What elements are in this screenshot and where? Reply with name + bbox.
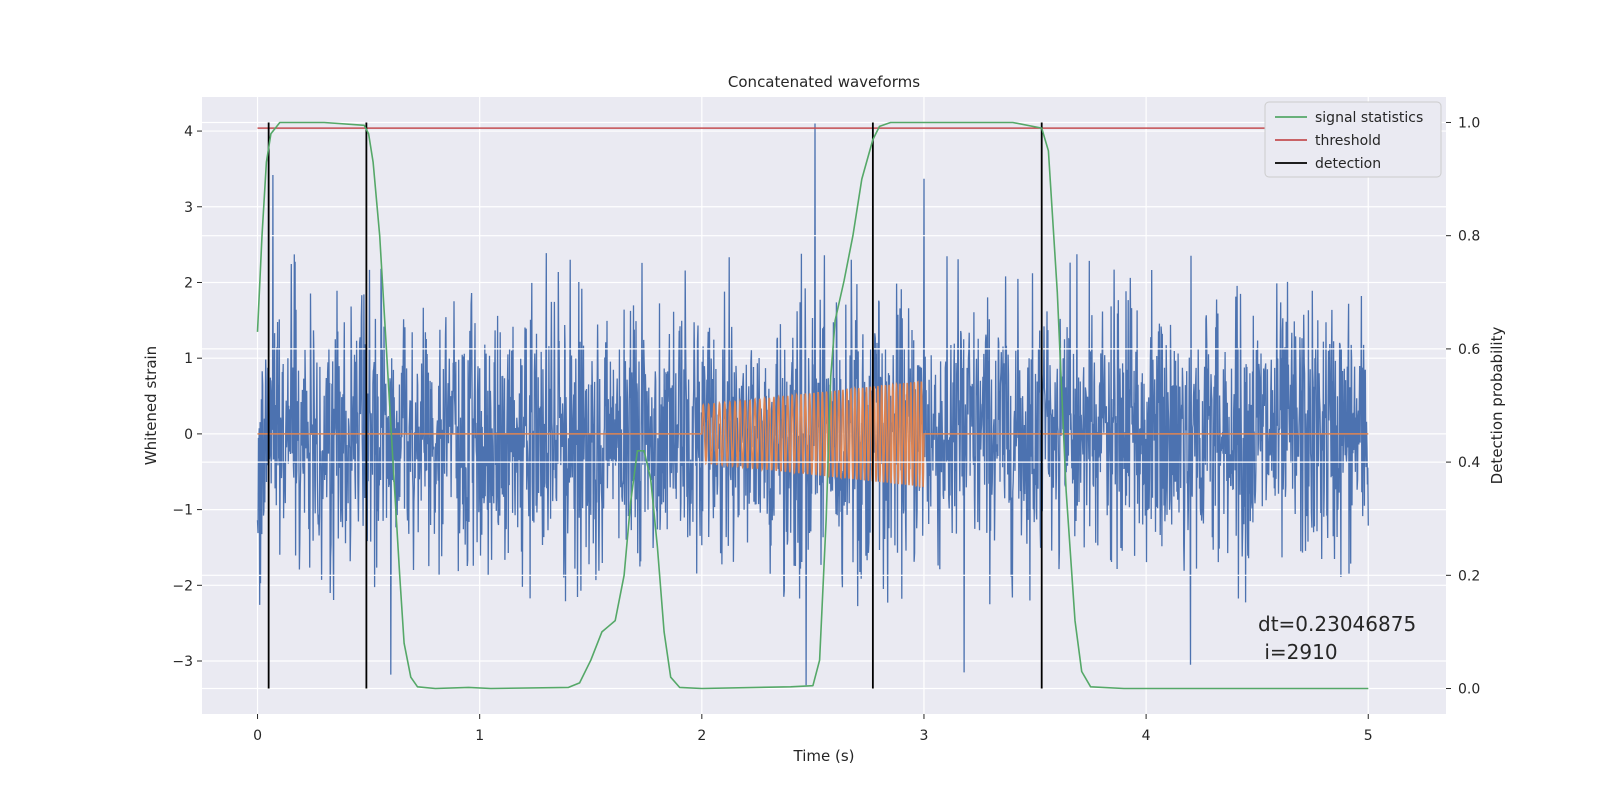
probability-series — [256, 121, 1369, 690]
right-axis-grid-lines — [202, 121, 1446, 690]
x-tick-label: 5 — [1364, 728, 1373, 744]
right-y-tick-label: 1.0 — [1458, 115, 1480, 131]
x-tick-label: 0 — [253, 728, 262, 744]
y-tick-label: 1 — [184, 351, 193, 367]
legend-label: threshold — [1315, 133, 1381, 149]
axis-ticks: 0 1 2 3 4 5 −3 −2 −1 0 1 2 3 4 0.0 0.2 0.4 0.6 0.8 1.0 — [172, 115, 1480, 744]
y-tick-label: −1 — [172, 503, 193, 519]
chart-title: Concatenated waveforms — [728, 73, 920, 91]
right-y-tick-label: 0.4 — [1458, 455, 1480, 471]
legend-label: detection — [1315, 156, 1381, 172]
right-y-tick-label: 0.6 — [1458, 342, 1480, 358]
x-tick-label: 1 — [475, 728, 484, 744]
chirp-trace — [257, 380, 1369, 489]
legend-label: signal statistics — [1315, 110, 1423, 126]
x-axis-label: Time (s) — [793, 747, 855, 765]
y-tick-label: 0 — [184, 427, 193, 443]
y-tick-label: 3 — [184, 200, 193, 216]
annotation-dt: dt=0.23046875 — [1258, 612, 1416, 636]
annotation-i: i=2910 — [1258, 640, 1338, 664]
y-tick-label: −3 — [172, 654, 193, 670]
y-tick-label: 2 — [184, 275, 193, 291]
legend: signal statistics threshold detection — [1264, 101, 1442, 178]
right-y-tick-label: 0.0 — [1458, 682, 1480, 698]
y-axis-label-left: Whitened strain — [142, 346, 160, 465]
legend-box — [1264, 101, 1442, 178]
signal-statistics-line — [256, 121, 1369, 690]
x-tick-label: 4 — [1142, 728, 1151, 744]
y-tick-label: −2 — [172, 578, 193, 594]
x-tick-label: 2 — [697, 728, 706, 744]
y-tick-label: 4 — [184, 124, 193, 140]
right-y-tick-label: 0.8 — [1458, 229, 1480, 245]
right-y-tick-label: 0.2 — [1458, 568, 1480, 584]
chirp-signal-series — [257, 380, 1369, 489]
x-tick-label: 3 — [920, 728, 929, 744]
y-axis-label-right: Detection probability — [1488, 327, 1506, 485]
